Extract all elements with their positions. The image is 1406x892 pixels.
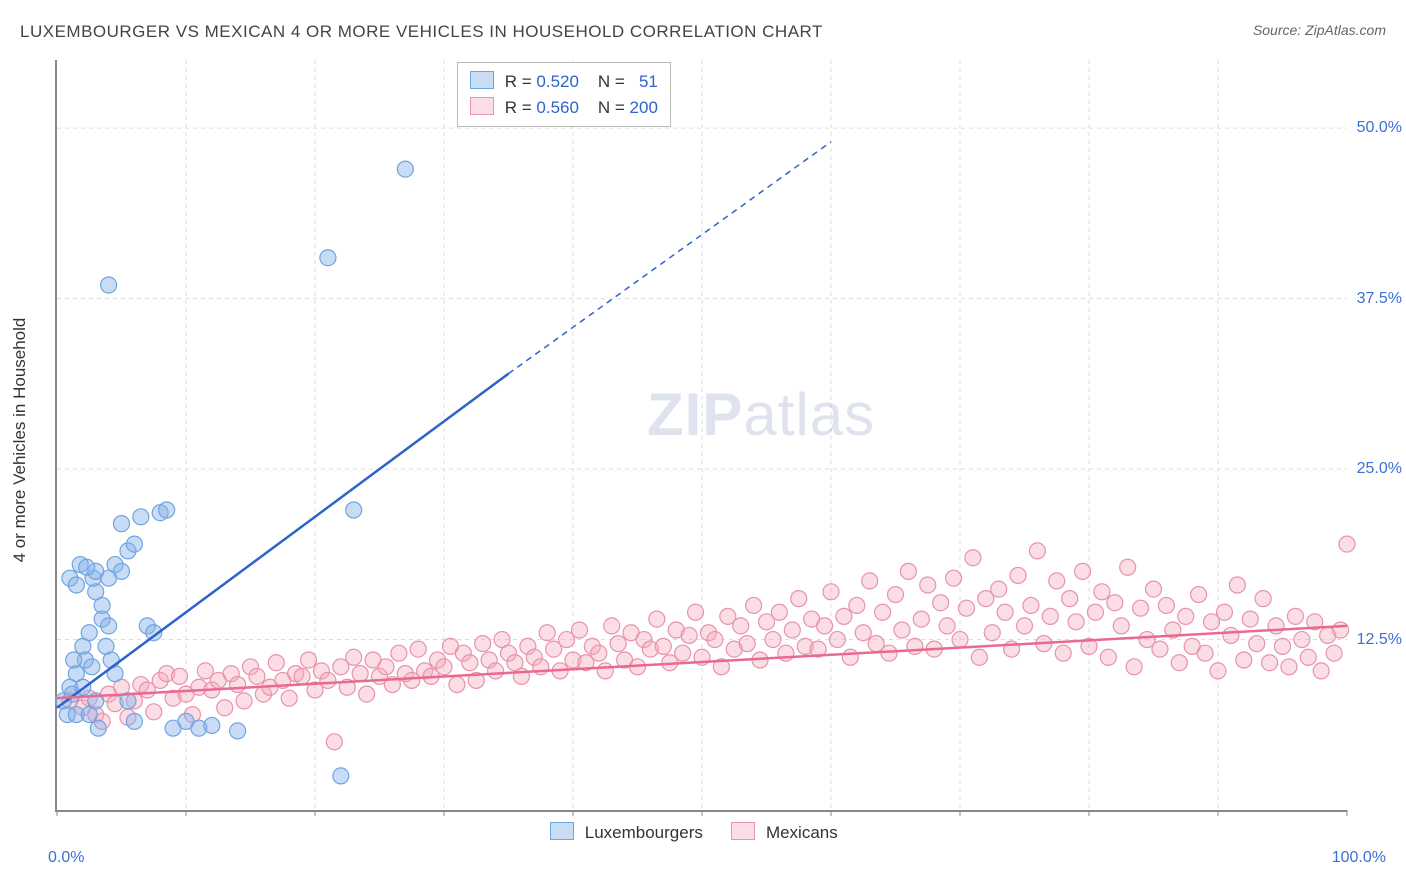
ytick-label: 25.0% — [1357, 460, 1402, 478]
bottom-swatch-lux — [550, 822, 574, 840]
correlation-legend: R = 0.520 N = 51 R = 0.560 N = 200 — [457, 62, 671, 127]
r-label-2: R = — [505, 98, 532, 117]
x-label-right: 100.0% — [1332, 849, 1386, 867]
legend-swatch-lux — [470, 71, 494, 89]
n-label-2: N = — [598, 98, 625, 117]
n-label-1: N = — [598, 72, 625, 91]
r-label-1: R = — [505, 72, 532, 91]
y-axis-label: 4 or more Vehicles in Household — [10, 318, 30, 563]
ytick-label: 50.0% — [1357, 119, 1402, 137]
legend-row-2: R = 0.560 N = 200 — [470, 95, 658, 121]
r-value-2: 0.560 — [536, 98, 579, 117]
ytick-label: 37.5% — [1357, 290, 1402, 308]
bottom-legend: Luxembourgers Mexicans — [550, 822, 838, 843]
r-value-1: 0.520 — [536, 72, 579, 91]
plot-svg — [57, 60, 1347, 810]
chart-title: LUXEMBOURGER VS MEXICAN 4 OR MORE VEHICL… — [20, 22, 823, 42]
n-value-2: 200 — [630, 98, 658, 117]
bottom-swatch-mex — [731, 822, 755, 840]
plot-area: ZIPatlas R = 0.520 N = 51 R = 0.560 N = … — [55, 60, 1347, 812]
legend-row-1: R = 0.520 N = 51 — [470, 69, 658, 95]
legend-swatch-mex — [470, 97, 494, 115]
n-value-1: 51 — [639, 72, 658, 91]
source-attribution: Source: ZipAtlas.com — [1253, 22, 1386, 38]
bottom-legend-label-2: Mexicans — [766, 823, 838, 842]
x-label-left: 0.0% — [48, 849, 84, 867]
ytick-label: 12.5% — [1357, 631, 1402, 649]
bottom-legend-label-1: Luxembourgers — [585, 823, 703, 842]
